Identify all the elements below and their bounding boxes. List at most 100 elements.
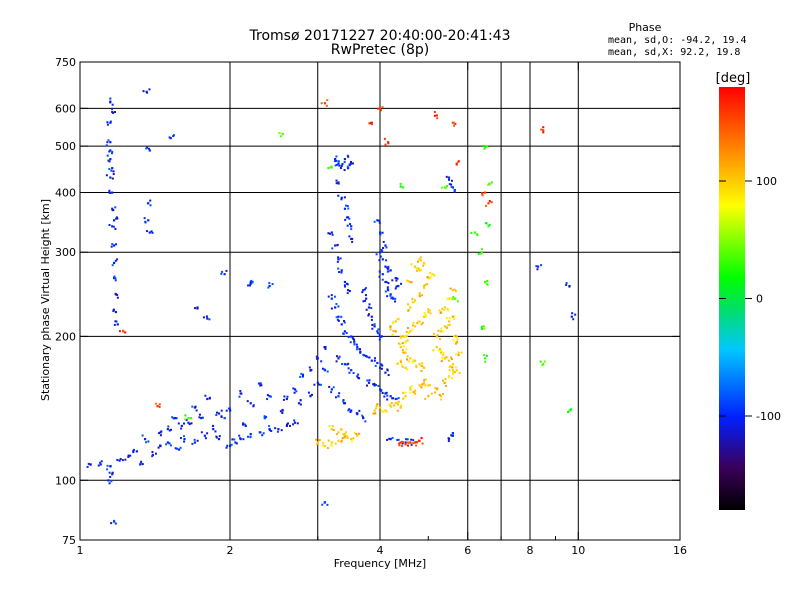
data-point [108, 189, 111, 192]
data-point [373, 409, 376, 412]
data-point [456, 341, 459, 344]
data-point [380, 389, 383, 392]
y-tick-label: 500 [55, 140, 76, 153]
data-point [439, 395, 443, 398]
data-point [382, 410, 385, 413]
phase-stats-title: Phase [629, 21, 662, 34]
data-point [108, 471, 111, 474]
data-point [418, 295, 421, 298]
data-point [145, 441, 148, 444]
data-point [286, 395, 289, 398]
data-point [108, 482, 111, 485]
data-point [367, 313, 370, 316]
data-point [381, 391, 384, 394]
data-point [338, 392, 341, 395]
data-point [299, 399, 302, 402]
data-point [246, 400, 249, 403]
data-point [169, 428, 172, 431]
data-point [325, 104, 328, 107]
data-point [389, 437, 392, 441]
data-point [330, 388, 333, 391]
data-point [345, 363, 348, 366]
data-point [191, 442, 194, 445]
data-point [116, 458, 119, 461]
data-point [542, 363, 545, 366]
data-point [337, 315, 340, 318]
data-point [112, 209, 115, 212]
data-point [378, 275, 381, 278]
data-point [204, 437, 207, 440]
data-point [378, 338, 381, 341]
data-point [141, 434, 144, 437]
data-points-layer [86, 88, 577, 525]
data-point [114, 259, 117, 262]
data-point [226, 444, 229, 447]
data-point [279, 135, 282, 138]
data-point [381, 250, 384, 253]
data-point [327, 439, 330, 442]
data-point [340, 439, 343, 442]
data-point [388, 403, 391, 406]
data-point [297, 402, 301, 405]
data-point [487, 225, 490, 228]
data-point [218, 435, 221, 438]
data-point [225, 409, 228, 412]
data-point [446, 297, 449, 300]
colorbar-tick-label: 0 [756, 293, 763, 306]
data-point [457, 354, 460, 357]
data-point [330, 444, 333, 447]
data-point [113, 111, 116, 114]
data-point [406, 368, 409, 371]
data-point [379, 335, 382, 338]
data-point [453, 190, 456, 193]
colorbar-tick-label: 100 [756, 175, 777, 188]
data-point [323, 501, 326, 504]
data-point [434, 391, 437, 394]
data-point [118, 459, 121, 462]
data-point [110, 169, 113, 172]
colorbar-tick-label: -100 [756, 410, 781, 423]
data-point [362, 416, 365, 419]
data-point [373, 382, 376, 385]
data-point [413, 392, 416, 395]
data-point [388, 437, 391, 440]
data-point [445, 175, 448, 178]
data-point [417, 320, 420, 323]
data-point [396, 409, 399, 412]
data-point [328, 425, 331, 428]
data-point [108, 168, 111, 171]
data-point [424, 315, 427, 318]
data-point [420, 369, 423, 372]
data-point [313, 383, 316, 386]
data-point [543, 360, 546, 363]
data-point [448, 183, 451, 186]
data-point [193, 438, 196, 441]
data-point [337, 431, 340, 434]
data-point [365, 297, 368, 300]
data-point [332, 386, 335, 389]
data-point [346, 216, 350, 219]
data-point [402, 186, 405, 189]
data-point [536, 268, 539, 271]
y-tick-label: 400 [55, 186, 76, 199]
data-point [292, 423, 295, 426]
data-point [374, 412, 377, 415]
data-point [395, 279, 398, 282]
data-point [352, 337, 355, 340]
data-point [443, 306, 447, 309]
data-point [330, 391, 333, 394]
data-point [340, 323, 343, 326]
data-point [111, 152, 114, 155]
data-point [424, 378, 427, 381]
data-point [410, 263, 413, 266]
data-point [422, 284, 426, 288]
data-point [542, 129, 545, 132]
data-point [455, 290, 458, 293]
data-point [378, 333, 381, 336]
data-point [340, 198, 343, 201]
data-point [389, 328, 392, 331]
data-point [179, 446, 182, 449]
data-point [227, 407, 230, 410]
data-point [246, 435, 249, 438]
data-point [111, 225, 114, 228]
